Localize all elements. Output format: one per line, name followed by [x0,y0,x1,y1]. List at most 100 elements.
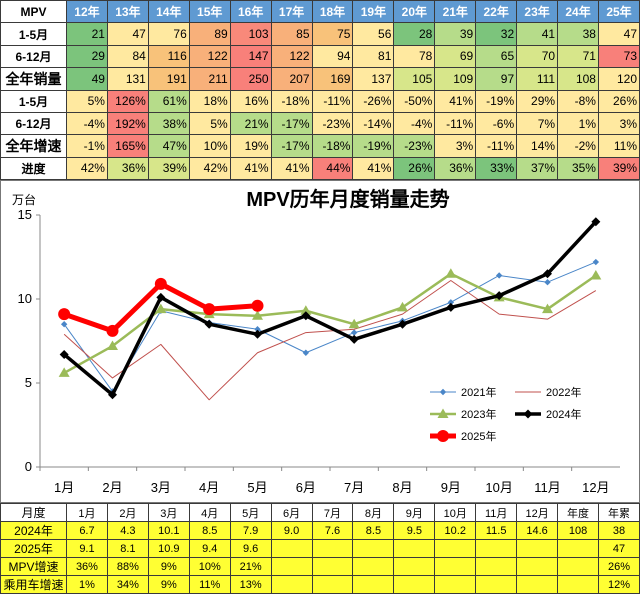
year-header: 16年 [229,0,272,24]
table-cell [475,557,518,576]
table-cell: 165% [106,134,149,158]
table-row: 6-12月 29 84 116 122 147 122 94 81 78 69 65 70 71 73 [0,44,640,69]
table-cell: 69 [434,44,477,69]
table-cell: 10% [188,134,231,158]
series-3-point [349,334,359,344]
table-cell [311,575,354,594]
month-header: 1月 [66,503,108,522]
table-cell: 13% [229,575,272,594]
table-cell: 16% [229,89,272,113]
table-cell: 35% [557,156,599,181]
table-cell: 84 [106,44,149,69]
y-tick-label: 5 [25,375,32,390]
table-cell: 41 [516,22,559,46]
table-cell: 6.7 [66,521,108,540]
table-cell: 191 [147,67,190,91]
row-label: 全年销量 [0,67,67,91]
series-0-point [302,349,310,356]
table-cell [393,575,436,594]
table-cell: 12% [597,575,640,594]
chart-title: MPV历年月度销量走势 [246,187,449,211]
table-cell: -14% [352,111,395,136]
x-tick-label: 12月 [582,480,609,495]
table-cell: 3% [597,111,640,136]
month-header: 7月 [311,503,354,522]
table-cell [270,539,313,558]
table-cell: 9% [147,575,190,594]
legend-2-marker [437,408,449,418]
table-cell: 47 [597,22,640,46]
table-cell: 36% [434,156,477,181]
month-header: 年累 [597,503,640,522]
series-0-point [495,272,503,279]
month-header: 月度 [0,503,67,522]
row-label: 2025年 [0,539,67,558]
table-cell: 192% [106,111,149,136]
table-cell: 1% [557,111,599,136]
table-cell: 108 [557,521,599,540]
table-cell [557,539,599,558]
table-cell: -6% [475,111,518,136]
series-3-point [253,329,262,339]
month-header: 11月 [475,503,518,522]
x-tick-label: 2月 [102,480,122,495]
yearly-summary-table: MPV 12年 13年 14年 15年 16年 17年 18年 19年 20年 21年 22年 23年 2… [0,0,640,181]
series-2-point [155,303,167,314]
row-label: 1-5月 [0,89,67,113]
row-label: 2024年 [0,521,67,540]
year-header: 17年 [270,0,313,24]
month-header: 3月 [147,503,190,522]
table-cell: 73 [597,44,640,69]
table-cell: 89 [188,22,231,46]
table-cell: 7.6 [311,521,354,540]
table-cell [434,557,477,576]
table-cell: 9% [147,557,190,576]
x-tick-label: 5月 [247,480,267,495]
table-cell: -18% [311,134,354,158]
table-cell: 3% [434,134,477,158]
series-4-point [58,308,71,321]
row-label: MPV增速 [0,557,67,576]
table-cell [270,557,313,576]
legend-4-label: 2025年 [461,429,496,443]
table-cell: 37% [516,156,559,181]
row-label: 6-12月 [0,111,67,136]
table-cell: 9.6 [229,539,272,558]
table-cell: 108 [557,67,599,91]
series-3-point [204,319,214,329]
table-cell: 14.6 [516,521,559,540]
table-cell: 47 [106,22,149,46]
series-2-point [58,367,70,377]
table-cell: 21% [229,111,272,136]
x-tick-label: 4月 [199,480,219,495]
table-cell: 41% [270,156,313,181]
y-tick-label: 15 [18,207,32,222]
table-cell: 34% [106,575,149,594]
year-header: 20年 [393,0,436,24]
series-3-point [543,269,552,279]
table-cell [475,539,518,558]
month-header: 2月 [106,503,149,522]
year-header: 14年 [147,0,190,24]
series-2-point [348,318,360,329]
table-cell: 7.9 [229,521,272,540]
table-corner-label: MPV [0,0,67,24]
series-0-point [350,329,358,336]
table-row: MPV增速 36% 88% 9% 10% 21% 26% [0,557,640,576]
series-4-point [106,324,119,337]
table-cell: 111 [516,67,559,91]
y-tick-label: 10 [18,291,32,306]
table-cell: -4% [66,111,108,136]
series-3-point [156,292,166,302]
series-2-point [300,305,312,315]
year-header: 23年 [516,0,559,24]
table-cell: 26% [597,557,640,576]
x-tick-label: 11月 [534,480,561,495]
chart-border [0,180,640,503]
table-cell: 11% [188,575,231,594]
table-cell: 5% [66,89,108,113]
month-header: 6月 [270,503,313,522]
table-cell [352,539,395,558]
series-3-point [108,390,117,400]
year-header: 15年 [188,0,231,24]
